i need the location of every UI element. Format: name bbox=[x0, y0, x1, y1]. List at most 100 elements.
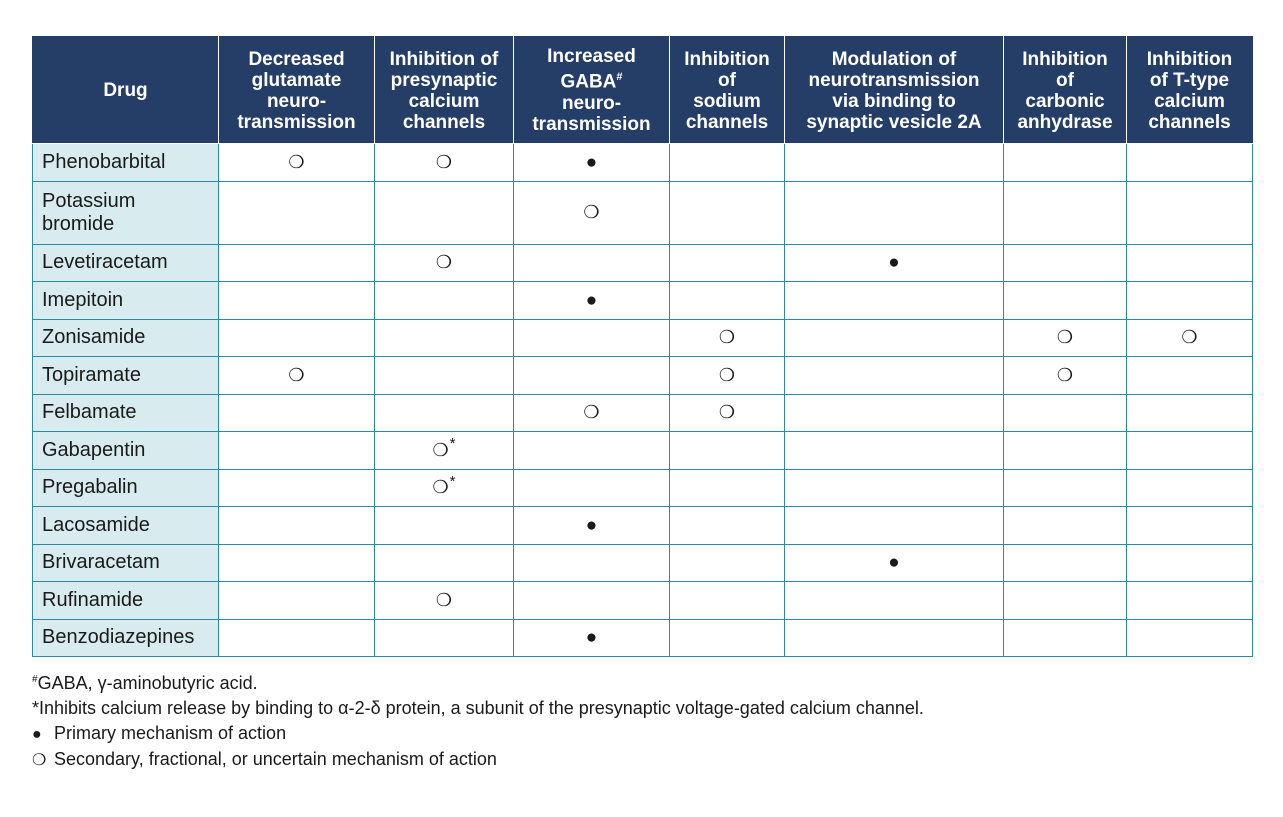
open-circle-icon: ❍ bbox=[32, 752, 47, 769]
table-row: Zonisamide ❍ ❍ ❍ bbox=[32, 318, 1253, 357]
table-row: Imepitoin ● bbox=[32, 281, 1253, 320]
mechanism-cell-sv2a bbox=[784, 356, 1004, 395]
mechanism-cell-glutamate bbox=[218, 581, 375, 620]
mechanism-cell-gaba: ❍ bbox=[513, 180, 670, 245]
footnote-gaba-text: GABA, γ-aminobutyric acid. bbox=[37, 673, 258, 693]
filled-circle-icon: ● bbox=[585, 289, 598, 311]
mechanism-cell-carbonic bbox=[1003, 281, 1127, 320]
open-circle-icon: ❍ bbox=[1056, 327, 1074, 348]
open-circle-icon: ❍ bbox=[718, 364, 736, 385]
table-row: Felbamate ❍ ❍ bbox=[32, 393, 1253, 432]
open-circle-icon: ❍ bbox=[288, 364, 305, 385]
mechanism-cell-ttype bbox=[1126, 543, 1253, 582]
mechanism-cell-gaba bbox=[513, 468, 670, 507]
filled-circle-icon: ● bbox=[888, 252, 900, 274]
legend-secondary: ❍ Secondary, fractional, or uncertain mec… bbox=[32, 747, 1252, 773]
column-header-line: Inhibition bbox=[684, 48, 770, 70]
column-header-line: neurotransmission bbox=[808, 69, 980, 91]
mechanism-cell-glutamate bbox=[218, 543, 375, 582]
mechanism-cell-ttype bbox=[1126, 431, 1253, 470]
mechanism-cell-sodium: ❍ bbox=[669, 393, 785, 432]
mechanism-cell-glutamate bbox=[218, 180, 375, 245]
column-header-line: of bbox=[1056, 69, 1074, 91]
open-circle-icon: ❍ bbox=[583, 202, 600, 222]
mechanism-cell-presyn_ca bbox=[374, 506, 514, 545]
mechanism-cell-presyn_ca: ❍ bbox=[374, 243, 514, 282]
mechanism-cell-sodium bbox=[669, 143, 785, 182]
mechanism-cell-gaba: ● bbox=[513, 143, 670, 182]
mechanism-cell-glutamate bbox=[218, 318, 375, 357]
mechanism-cell-gaba: ❍ bbox=[513, 393, 670, 432]
mechanism-cell-sv2a bbox=[784, 393, 1004, 432]
drug-name-cell: Felbamate bbox=[32, 393, 219, 432]
drug-name-cell: Zonisamide bbox=[32, 318, 219, 357]
table-row: Phenobarbital ❍ ❍ ● bbox=[32, 143, 1253, 182]
column-header-drug: Drug bbox=[32, 36, 219, 144]
mechanism-cell-presyn_ca bbox=[374, 180, 514, 245]
mechanism-cell-sv2a bbox=[784, 618, 1004, 657]
mechanism-cell-glutamate bbox=[218, 468, 375, 507]
open-circle-icon: ❍ bbox=[288, 151, 305, 172]
mechanism-cell-gaba: ● bbox=[513, 618, 670, 657]
mechanism-cell-glutamate bbox=[218, 243, 375, 282]
open-circle-icon: ❍ bbox=[435, 589, 453, 610]
mechanism-cell-carbonic: ❍ bbox=[1003, 318, 1127, 357]
column-header-line: Increased bbox=[547, 46, 636, 68]
mechanism-cell-ttype bbox=[1126, 581, 1253, 620]
mechanism-cell-presyn_ca: ❍* bbox=[374, 431, 514, 470]
drug-name-cell: Levetiracetam bbox=[32, 243, 219, 282]
column-header-gaba: Increased GABA# neuro-transmission bbox=[513, 36, 670, 144]
mechanism-cell-glutamate bbox=[218, 393, 375, 432]
table-header-row: Drug Decreased glutamate neuro-transmission… bbox=[32, 36, 1253, 144]
mechanism-cell-sv2a: ● bbox=[784, 243, 1004, 282]
mechanism-cell-ttype: ❍ bbox=[1126, 318, 1253, 357]
mechanism-cell-carbonic: ❍ bbox=[1003, 356, 1127, 395]
column-header-line: sodium bbox=[693, 90, 761, 112]
mechanism-cell-carbonic bbox=[1003, 243, 1127, 282]
mechanism-cell-ttype bbox=[1126, 243, 1253, 282]
mechanism-table-container: Drug Decreased glutamate neuro-transmission… bbox=[32, 36, 1253, 773]
mechanism-cell-ttype bbox=[1126, 180, 1253, 245]
column-header-line: neuro- bbox=[266, 90, 327, 112]
mechanism-cell-presyn_ca bbox=[374, 393, 514, 432]
mechanism-cell-carbonic bbox=[1003, 393, 1127, 432]
mechanism-cell-ttype bbox=[1126, 618, 1253, 657]
open-circle-icon: ❍ bbox=[583, 402, 600, 423]
mechanism-cell-sodium bbox=[669, 468, 785, 507]
column-header-carbonic: Inhibition of carbonic anhydrase bbox=[1003, 36, 1127, 144]
mechanism-cell-sodium bbox=[669, 180, 785, 245]
mechanism-cell-sodium: ❍ bbox=[669, 318, 785, 357]
open-circle-icon: ❍ bbox=[718, 327, 736, 348]
drug-name-cell: Brivaracetam bbox=[32, 543, 219, 582]
mechanism-cell-presyn_ca: ❍* bbox=[374, 468, 514, 507]
open-circle-icon: ❍ bbox=[435, 151, 453, 172]
drug-name-cell: Phenobarbital bbox=[32, 143, 219, 182]
column-header-line: carbonic bbox=[1025, 90, 1105, 112]
mechanism-cell-carbonic bbox=[1003, 143, 1127, 182]
column-header-line: calcium bbox=[408, 90, 480, 112]
table-body: Phenobarbital ❍ ❍ ● Potassium bromide ❍ Levetir… bbox=[32, 143, 1253, 657]
footnote-star: *Inhibits calcium release by binding to … bbox=[32, 698, 924, 718]
mechanism-cell-carbonic bbox=[1003, 618, 1127, 657]
column-header-line: Modulation of bbox=[831, 48, 957, 70]
column-header-label: Drug bbox=[103, 80, 148, 101]
table-row: Pregabalin ❍* bbox=[32, 468, 1253, 507]
open-circle-icon: ❍ bbox=[1056, 364, 1074, 385]
mechanism-cell-sodium: ❍ bbox=[669, 356, 785, 395]
mechanism-cell-glutamate: ❍ bbox=[218, 356, 375, 395]
mechanism-cell-ttype bbox=[1126, 468, 1253, 507]
mechanism-cell-glutamate bbox=[218, 506, 375, 545]
mechanism-cell-carbonic bbox=[1003, 468, 1127, 507]
mechanism-cell-gaba bbox=[513, 318, 670, 357]
drug-name-cell: Potassium bromide bbox=[32, 180, 219, 245]
mechanism-cell-sodium bbox=[669, 281, 785, 320]
column-header-line: anhydrase bbox=[1017, 111, 1113, 133]
legend-primary-text: Primary mechanism of action bbox=[54, 723, 287, 743]
drug-name-cell: Lacosamide bbox=[32, 506, 219, 545]
mechanism-cell-sodium bbox=[669, 543, 785, 582]
mechanism-cell-presyn_ca bbox=[374, 543, 514, 582]
footnote-gaba-marker: # bbox=[32, 674, 38, 685]
mechanism-cell-glutamate bbox=[218, 281, 375, 320]
table-row: Brivaracetam ● bbox=[32, 543, 1253, 582]
filled-circle-icon: ● bbox=[585, 151, 598, 173]
